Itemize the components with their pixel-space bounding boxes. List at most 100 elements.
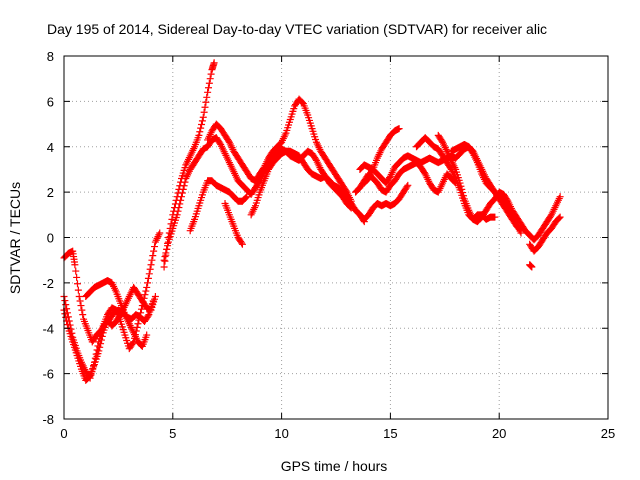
data-point [63, 321, 71, 329]
data-point [173, 211, 181, 219]
data-point [78, 306, 86, 314]
data-point [491, 213, 499, 221]
data-point [204, 88, 212, 96]
data-point [204, 84, 212, 92]
data-point [242, 194, 250, 202]
data-point [176, 200, 184, 208]
data-point [76, 297, 84, 305]
data-point [168, 215, 176, 223]
data-point [198, 117, 206, 125]
data-point [147, 261, 155, 269]
y-tick-label: 0 [47, 231, 54, 246]
data-point [174, 207, 182, 215]
data-point [196, 128, 204, 136]
data-point [149, 252, 157, 260]
data-point [198, 121, 206, 129]
data-point [74, 286, 82, 294]
y-axis-label: SDTVAR / TECUs [7, 182, 23, 294]
data-point [238, 239, 246, 247]
y-tick-label: 4 [47, 140, 54, 155]
data-point [238, 240, 246, 248]
data-point [243, 193, 251, 201]
x-tick-label: 15 [383, 426, 397, 441]
grid [64, 56, 608, 419]
data-point [458, 185, 466, 193]
data-point [137, 305, 145, 313]
data-point [556, 213, 564, 221]
y-tick-labels: -8 -6 -4 -2 0 2 4 6 8 [42, 49, 54, 427]
data-point [77, 302, 85, 310]
data-point [195, 131, 203, 139]
data-point [555, 214, 563, 222]
x-axis-label: GPS time / hours [281, 458, 388, 474]
data-point [197, 124, 205, 132]
data-point [96, 343, 104, 351]
data-point [62, 313, 70, 321]
data-point [517, 229, 525, 237]
data-point [199, 113, 207, 121]
y-tick-label: 8 [47, 49, 54, 64]
data-point [148, 256, 156, 264]
data-point [202, 98, 210, 106]
data-point [72, 267, 80, 275]
data-point [73, 273, 81, 281]
data-point [73, 280, 81, 288]
data-point [210, 59, 218, 67]
data-point [61, 297, 69, 305]
data-point [459, 189, 467, 197]
data-point [160, 263, 168, 271]
data-point [403, 183, 411, 191]
data-point [162, 249, 170, 257]
data-point [178, 193, 186, 201]
data-point [79, 311, 87, 319]
data-point [395, 125, 403, 133]
y-tick-label: -6 [42, 367, 54, 382]
data-point [206, 75, 214, 83]
data-point [175, 204, 183, 212]
data-point [207, 70, 215, 78]
data-point [178, 189, 186, 197]
chart-title: Day 195 of 2014, Sidereal Day-to-day VTE… [47, 21, 547, 37]
data-point [151, 243, 159, 251]
data-point [133, 323, 141, 331]
data-point [201, 103, 209, 111]
data-point [98, 332, 106, 340]
y-tick-label: 2 [47, 185, 54, 200]
data-point [143, 331, 151, 339]
data-point [180, 182, 188, 190]
x-tick-label: 10 [274, 426, 288, 441]
data-points [60, 59, 564, 384]
data-point [144, 274, 152, 282]
data-point [95, 347, 103, 355]
data-point [200, 108, 208, 116]
x-tick-label: 20 [492, 426, 506, 441]
data-point [456, 179, 464, 187]
y-tick-label: 6 [47, 94, 54, 109]
data-point [346, 203, 354, 211]
data-point [134, 320, 142, 328]
y-tick-label: -4 [42, 321, 54, 336]
data-point [146, 265, 154, 273]
data-point [150, 247, 158, 255]
data-point [164, 242, 172, 250]
data-point [205, 79, 213, 87]
data-point [556, 193, 564, 201]
data-point [129, 339, 137, 347]
data-point [97, 340, 105, 348]
y-tick-label: -8 [42, 412, 54, 427]
data-point [161, 253, 169, 261]
data-point [179, 185, 187, 193]
data-point [457, 182, 465, 190]
data-point [62, 301, 70, 309]
data-point [144, 312, 152, 320]
data-point [160, 256, 168, 264]
data-point [144, 279, 152, 287]
data-point [97, 336, 105, 344]
x-tick-label: 0 [60, 426, 67, 441]
x-tick-label: 5 [169, 426, 176, 441]
data-point [61, 310, 69, 318]
y-tick-label: -2 [42, 276, 54, 291]
data-point [460, 192, 468, 200]
data-point [142, 287, 150, 295]
